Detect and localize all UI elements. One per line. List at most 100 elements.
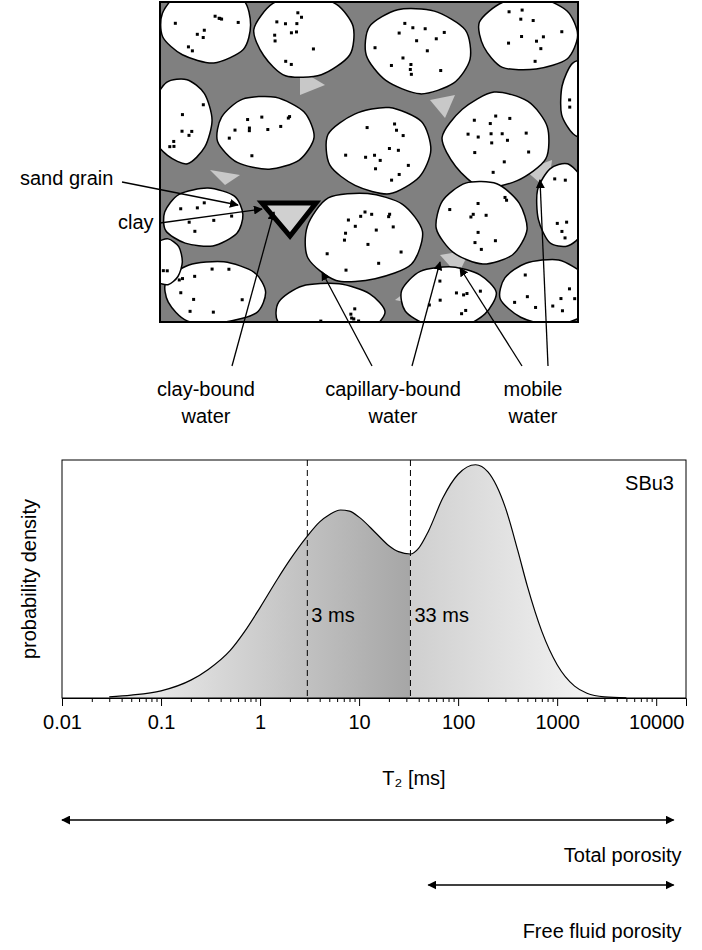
tick-label: 10 xyxy=(348,711,370,733)
leader-line xyxy=(412,262,440,366)
grain-dot xyxy=(375,229,378,232)
plot-marks xyxy=(109,460,626,698)
cutoff-label: 33 ms xyxy=(414,604,468,626)
grain-dot xyxy=(407,164,410,167)
leader-line xyxy=(540,180,548,366)
grain-dot xyxy=(172,145,175,148)
sand-grain xyxy=(561,60,578,139)
tick-mark xyxy=(359,698,360,706)
schematic-content xyxy=(160,2,578,322)
chart: 0.010.11101001000100003 ms33 msSBu3proba… xyxy=(18,460,687,942)
grain-dot xyxy=(202,103,205,106)
grain-dot xyxy=(501,132,504,135)
mobile-water xyxy=(430,95,455,118)
grain-dot xyxy=(489,122,492,125)
grain-dot xyxy=(539,47,542,50)
grain-dot xyxy=(464,309,467,312)
sand-grain xyxy=(365,9,470,94)
grain-dot xyxy=(426,49,429,52)
grain-dot xyxy=(465,292,468,295)
grain-dot xyxy=(519,18,522,21)
grain-dot xyxy=(162,269,165,272)
grain-dot xyxy=(166,269,169,272)
sand-grain xyxy=(254,2,354,77)
grain-dot xyxy=(443,31,446,34)
area-bound xyxy=(109,465,410,698)
grain-dot xyxy=(411,26,414,29)
tick: 10000 xyxy=(629,698,685,733)
grain-dot xyxy=(374,46,377,49)
grain-dot xyxy=(473,151,476,154)
grain-dot xyxy=(477,231,480,234)
grain-dot xyxy=(179,207,182,210)
range-label: Free fluid porosity xyxy=(523,920,682,942)
grain-dot xyxy=(469,215,472,218)
grain-dot xyxy=(401,56,404,59)
cutoff-line xyxy=(410,460,411,698)
tick: 1000 xyxy=(535,698,580,733)
grain-dot xyxy=(564,179,567,182)
grain-dot xyxy=(202,36,205,39)
grain-dot xyxy=(181,130,184,133)
sample-label: SBu3 xyxy=(625,472,674,494)
sand-grain xyxy=(401,267,496,322)
sand-grain xyxy=(479,2,578,70)
grain-dot xyxy=(568,106,571,109)
tick-label: 1 xyxy=(255,711,266,733)
grain-dot xyxy=(273,34,276,37)
grain-dot xyxy=(189,310,192,313)
tick: 10 xyxy=(348,698,370,733)
leader-line xyxy=(232,212,274,366)
grain-dot xyxy=(559,297,562,300)
grain-dot xyxy=(553,177,556,180)
grain-dot xyxy=(477,202,480,205)
grain-dot xyxy=(191,49,194,52)
grain-dot xyxy=(473,241,476,244)
grain-dot xyxy=(525,132,528,135)
grain-dot xyxy=(480,248,483,251)
grain-dot xyxy=(526,295,529,298)
grain-dot xyxy=(214,15,217,18)
grain-dot xyxy=(534,306,537,309)
grain-dot xyxy=(174,22,177,25)
grain-dot xyxy=(290,31,293,34)
grain-dot xyxy=(377,262,380,265)
grain-dot xyxy=(521,9,524,12)
grain-dot xyxy=(504,196,507,199)
grain-dot xyxy=(564,236,567,239)
grain-dot xyxy=(507,42,510,45)
grain-dot xyxy=(373,154,376,157)
grain-dot xyxy=(181,113,184,116)
clay xyxy=(262,203,316,236)
grain-dot xyxy=(409,68,412,71)
grain-dot xyxy=(296,11,299,14)
grain-dot xyxy=(211,268,214,271)
grain-dot xyxy=(168,145,171,148)
grain-dot xyxy=(398,32,401,35)
grain-dot xyxy=(250,154,253,157)
grain-dot xyxy=(246,118,249,121)
grain-dot xyxy=(560,30,563,33)
grain-dot xyxy=(460,312,463,315)
grain-dot xyxy=(490,132,493,135)
grain-dot xyxy=(228,137,231,140)
grain-dot xyxy=(473,119,476,122)
grain-dot xyxy=(415,39,418,42)
tick: 100 xyxy=(442,698,475,733)
grain-dot xyxy=(345,269,348,272)
grain-dot xyxy=(187,134,190,137)
tick-label: 0.01 xyxy=(43,711,82,733)
grain-dot xyxy=(485,214,488,217)
leader-line xyxy=(160,209,262,223)
grain-dot xyxy=(477,136,480,139)
tick: 0.01 xyxy=(43,698,82,733)
grain-dot xyxy=(193,230,196,233)
range-label: Total porosity xyxy=(564,844,682,866)
grain-dot xyxy=(439,69,442,72)
sand-grain xyxy=(442,92,549,188)
schematic-label: clay-boundwater xyxy=(157,378,255,427)
grain-dot xyxy=(494,115,497,118)
grain-dot xyxy=(326,252,329,255)
grain-dot xyxy=(374,167,377,170)
grain-dot xyxy=(274,39,277,42)
